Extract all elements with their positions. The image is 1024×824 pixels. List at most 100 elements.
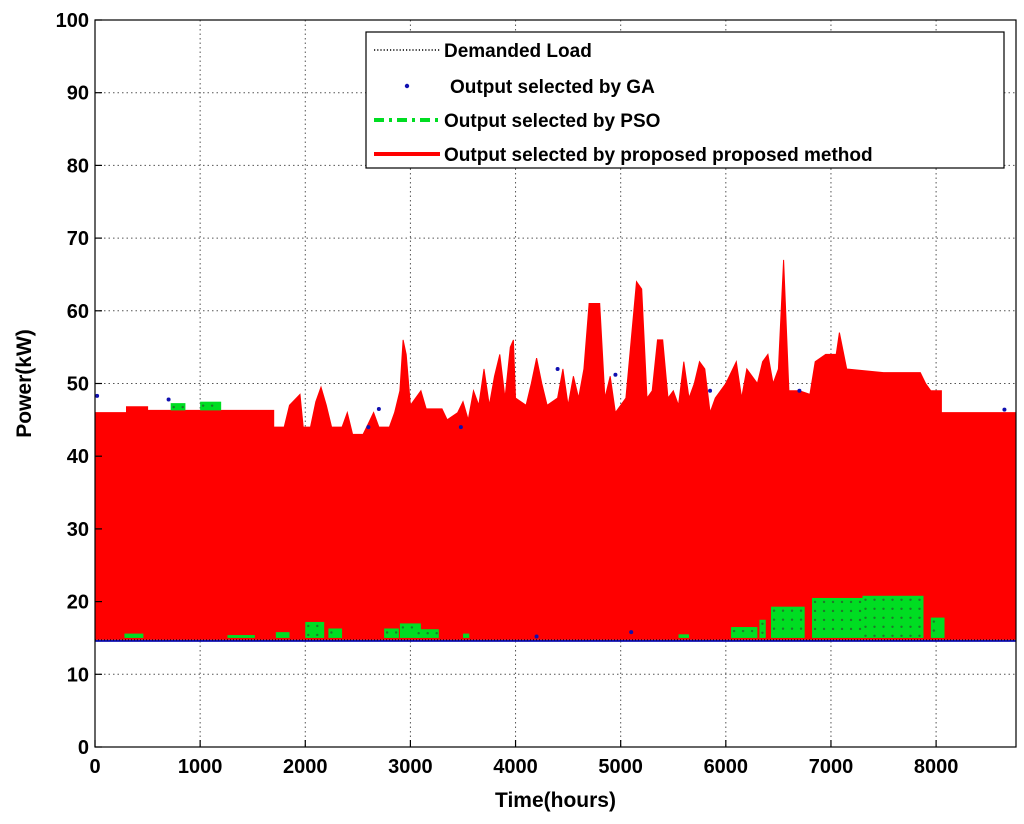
- x-tick-label: 7000: [809, 756, 854, 778]
- y-tick-label: 10: [67, 664, 89, 686]
- pso-output-region: [678, 634, 690, 638]
- pso-marker: [799, 618, 803, 621]
- pso-marker: [840, 600, 844, 604]
- pso-output-region: [759, 619, 766, 638]
- pso-marker: [864, 607, 867, 610]
- pso-output-region: [930, 617, 945, 638]
- pso-marker: [307, 624, 310, 628]
- pso-marker: [316, 624, 319, 628]
- x-tick-label: 1000: [178, 756, 223, 778]
- pso-marker: [761, 622, 764, 625]
- pso-output-region: [731, 627, 758, 638]
- ga-output-point: [613, 372, 618, 377]
- pso-marker: [750, 629, 754, 633]
- pso-marker: [918, 607, 921, 610]
- pso-marker: [858, 609, 862, 613]
- y-tick-label: 40: [67, 446, 89, 468]
- pso-output-region: [812, 597, 863, 638]
- pso-marker: [840, 627, 844, 631]
- pso-marker: [822, 609, 826, 613]
- pso-output-region: [275, 632, 290, 638]
- pso-marker: [772, 627, 776, 630]
- pso-marker: [822, 618, 826, 622]
- y-tick-label: 80: [67, 155, 89, 177]
- pso-marker: [385, 631, 389, 634]
- pso-marker: [900, 634, 903, 637]
- pso-marker: [813, 627, 817, 631]
- ga-output-point: [458, 425, 463, 430]
- legend-swatch-ga: [404, 83, 410, 89]
- pso-marker: [864, 616, 867, 619]
- pso-marker: [891, 625, 894, 628]
- pso-marker: [900, 598, 903, 601]
- pso-marker: [918, 634, 921, 637]
- pso-output-region: [384, 628, 399, 638]
- pso-marker: [831, 609, 835, 613]
- x-tick-label: 4000: [493, 756, 538, 778]
- pso-marker: [201, 404, 205, 407]
- proposed-method-band: [95, 259, 1016, 640]
- pso-marker: [840, 609, 844, 613]
- pso-marker: [891, 634, 894, 637]
- pso-output-region: [328, 628, 343, 638]
- pso-marker: [831, 600, 835, 604]
- pso-marker: [822, 627, 826, 631]
- y-tick-label: 0: [78, 737, 89, 759]
- pso-marker: [900, 625, 903, 628]
- pso-marker: [909, 625, 912, 628]
- pso-marker: [858, 618, 862, 622]
- pso-marker: [918, 625, 921, 628]
- pso-output-region: [462, 633, 470, 638]
- pso-marker: [831, 618, 835, 622]
- pso-marker: [831, 627, 835, 631]
- x-tick-label: 8000: [914, 756, 959, 778]
- pso-marker: [822, 600, 826, 604]
- pso-marker: [849, 609, 853, 613]
- pso-marker: [781, 618, 785, 621]
- ga-output-point: [166, 397, 171, 402]
- pso-output-region: [227, 635, 255, 638]
- pso-marker: [790, 627, 794, 630]
- pso-marker: [799, 609, 803, 612]
- pso-marker: [435, 632, 438, 635]
- pso-marker: [732, 629, 736, 633]
- pso-marker: [882, 625, 885, 628]
- ga-output-point: [95, 393, 100, 398]
- y-tick-label: 90: [67, 83, 89, 105]
- pso-marker: [813, 609, 817, 613]
- pso-marker: [882, 598, 885, 601]
- pso-marker: [873, 625, 876, 628]
- pso-marker: [932, 629, 936, 632]
- pso-marker: [873, 598, 876, 601]
- ga-output-point: [534, 634, 539, 639]
- pso-marker: [772, 618, 776, 621]
- y-axis-ticks: 0 10 20 30 40 50 60 70 80 90 100: [56, 10, 102, 759]
- pso-marker: [849, 600, 853, 604]
- pso-marker: [417, 632, 420, 635]
- pso-marker: [909, 598, 912, 601]
- pso-marker: [741, 629, 745, 633]
- ga-output-point: [708, 388, 713, 393]
- pso-marker: [781, 627, 785, 630]
- pso-marker: [918, 616, 921, 619]
- pso-marker: [882, 634, 885, 637]
- pso-marker: [781, 609, 785, 612]
- pso-marker: [813, 600, 817, 604]
- pso-marker: [909, 607, 912, 610]
- x-tick-label: 0: [89, 756, 100, 778]
- pso-marker: [394, 631, 398, 634]
- pso-marker: [909, 616, 912, 619]
- pso-marker: [882, 616, 885, 619]
- pso-marker: [873, 616, 876, 619]
- pso-marker: [849, 618, 853, 622]
- pso-marker: [882, 607, 885, 610]
- pso-marker: [410, 626, 414, 629]
- pso-marker: [330, 631, 333, 634]
- pso-marker: [316, 633, 319, 637]
- pso-marker: [772, 609, 776, 612]
- y-tick-label: 70: [67, 228, 89, 250]
- y-axis-label: Power(kW): [13, 329, 36, 438]
- x-tick-label: 5000: [598, 756, 643, 778]
- pso-output-region: [771, 606, 805, 638]
